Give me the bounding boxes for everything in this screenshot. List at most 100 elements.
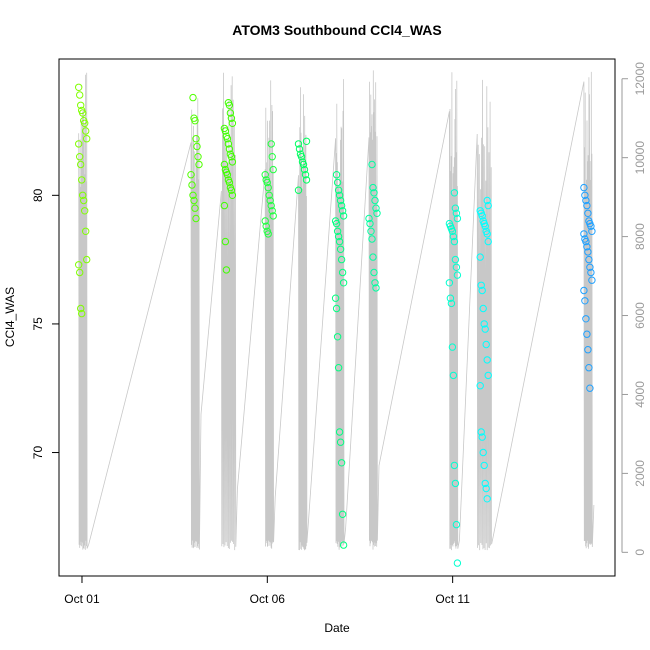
data-point (300, 165, 309, 174)
data-point (332, 219, 341, 228)
data-point (483, 196, 491, 205)
right-y-tick-label: 12000 (633, 62, 647, 96)
data-point (75, 140, 83, 148)
data-point (449, 232, 458, 241)
data-point (369, 253, 377, 261)
data-point (79, 109, 87, 117)
data-point (228, 191, 237, 200)
data-point (484, 201, 492, 210)
data-point (267, 201, 275, 210)
data-point (299, 160, 308, 169)
right-y-axis: 0 2000 4000 6000 8000 10000 12000 (621, 62, 647, 556)
data-point (580, 230, 588, 238)
data-point (449, 371, 458, 380)
data-point (339, 212, 348, 220)
data-point (373, 209, 381, 218)
data-point (189, 191, 197, 200)
data-point (221, 127, 230, 135)
data-point (227, 153, 236, 161)
data-point (77, 160, 85, 169)
data-point (365, 214, 373, 223)
data-point (482, 484, 490, 493)
data-point (448, 343, 457, 351)
data-point (79, 191, 87, 200)
data-point (268, 207, 276, 215)
data-point (191, 204, 199, 212)
data-point (82, 127, 90, 135)
data-point (582, 196, 590, 205)
data-point (332, 304, 341, 313)
data-point (368, 235, 376, 243)
data-point (194, 153, 202, 161)
right-y-tick-label: 8000 (633, 223, 647, 250)
data-points-layer (75, 83, 596, 567)
data-point (451, 255, 460, 264)
data-point (370, 268, 378, 277)
data-point (477, 281, 485, 289)
data-point (481, 325, 489, 333)
data-point (583, 243, 591, 251)
data-point (453, 214, 462, 223)
data-point (583, 201, 591, 210)
data-point (334, 232, 343, 241)
data-point (264, 230, 272, 238)
data-point (588, 227, 596, 236)
data-point (371, 196, 379, 205)
data-point (484, 237, 492, 246)
data-point (479, 448, 487, 457)
data-point (191, 117, 199, 125)
data-point (338, 510, 347, 518)
data-point (581, 297, 589, 305)
data-point (481, 222, 489, 230)
data-point (338, 207, 347, 215)
altitude-trace (78, 70, 595, 551)
data-point (446, 294, 455, 302)
data-point (367, 227, 375, 236)
altitude-line-layer (78, 70, 595, 551)
data-point (483, 495, 491, 503)
right-y-tick-label: 4000 (633, 381, 647, 408)
data-point (447, 299, 456, 308)
x-tick-label: Oct 01 (64, 592, 100, 606)
data-point (482, 340, 490, 349)
data-point (580, 183, 588, 192)
data-point (478, 433, 486, 441)
data-point (295, 145, 304, 153)
data-point (584, 248, 592, 256)
data-point (588, 276, 596, 284)
data-point (480, 461, 488, 470)
data-point (263, 178, 271, 187)
data-point (369, 183, 377, 192)
data-point (225, 101, 234, 110)
data-point (332, 171, 341, 179)
data-point (366, 219, 374, 228)
chart-title: ATOM3 Southbound CCl4_WAS (232, 22, 441, 38)
data-point (478, 286, 486, 295)
data-point (333, 227, 342, 236)
data-point (450, 237, 459, 246)
data-point (370, 189, 378, 197)
data-point (333, 178, 342, 187)
data-point (83, 135, 91, 143)
x-tick-label: Oct 06 (250, 592, 286, 606)
data-point (337, 255, 346, 264)
data-point (372, 204, 380, 212)
data-point (448, 227, 457, 236)
data-point (75, 261, 83, 269)
data-point (77, 304, 85, 313)
data-point (334, 364, 343, 372)
data-point (83, 255, 91, 264)
data-point (584, 346, 592, 354)
data-point (586, 384, 594, 392)
y-axis-label: CCl4_WAS (3, 287, 17, 347)
data-point (478, 212, 486, 220)
data-point (338, 268, 347, 277)
data-point (453, 271, 462, 279)
data-point (294, 140, 303, 148)
data-point (190, 196, 198, 205)
data-point (337, 201, 346, 210)
data-point (302, 176, 311, 184)
data-point (477, 428, 485, 436)
data-point (580, 286, 588, 295)
data-point (339, 541, 348, 549)
